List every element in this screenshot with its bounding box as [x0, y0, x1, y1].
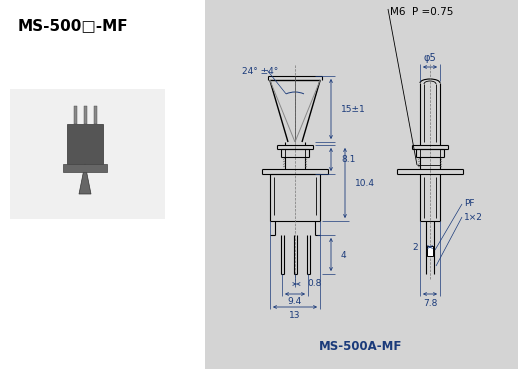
Text: 9.4: 9.4 [288, 297, 302, 307]
Text: MS-500□-MF: MS-500□-MF [18, 18, 128, 33]
Bar [427, 246, 433, 256]
Text: 10.4: 10.4 [355, 179, 375, 187]
Text: M6  P =0.75: M6 P =0.75 [390, 7, 453, 17]
Text: 2: 2 [412, 242, 418, 252]
Text: 13: 13 [289, 310, 301, 320]
Bar [10, 89, 165, 219]
Text: φ5: φ5 [424, 53, 436, 63]
Text: 15±1: 15±1 [341, 104, 366, 114]
Text: 1×2: 1×2 [464, 213, 483, 221]
Text: MS-500A-MF: MS-500A-MF [319, 341, 402, 354]
Text: 8.1: 8.1 [341, 155, 355, 165]
Bar [83, 106, 87, 124]
Bar [74, 106, 77, 124]
Bar [205, 0, 518, 369]
Text: PF: PF [464, 200, 474, 208]
Bar [63, 164, 107, 172]
Bar [67, 124, 103, 164]
Text: 4: 4 [341, 251, 347, 259]
Polygon shape [79, 164, 91, 194]
Bar [94, 106, 96, 124]
Text: 0.8: 0.8 [307, 279, 321, 289]
Text: 24° ±4°: 24° ±4° [242, 68, 278, 76]
Text: 7.8: 7.8 [423, 299, 437, 307]
